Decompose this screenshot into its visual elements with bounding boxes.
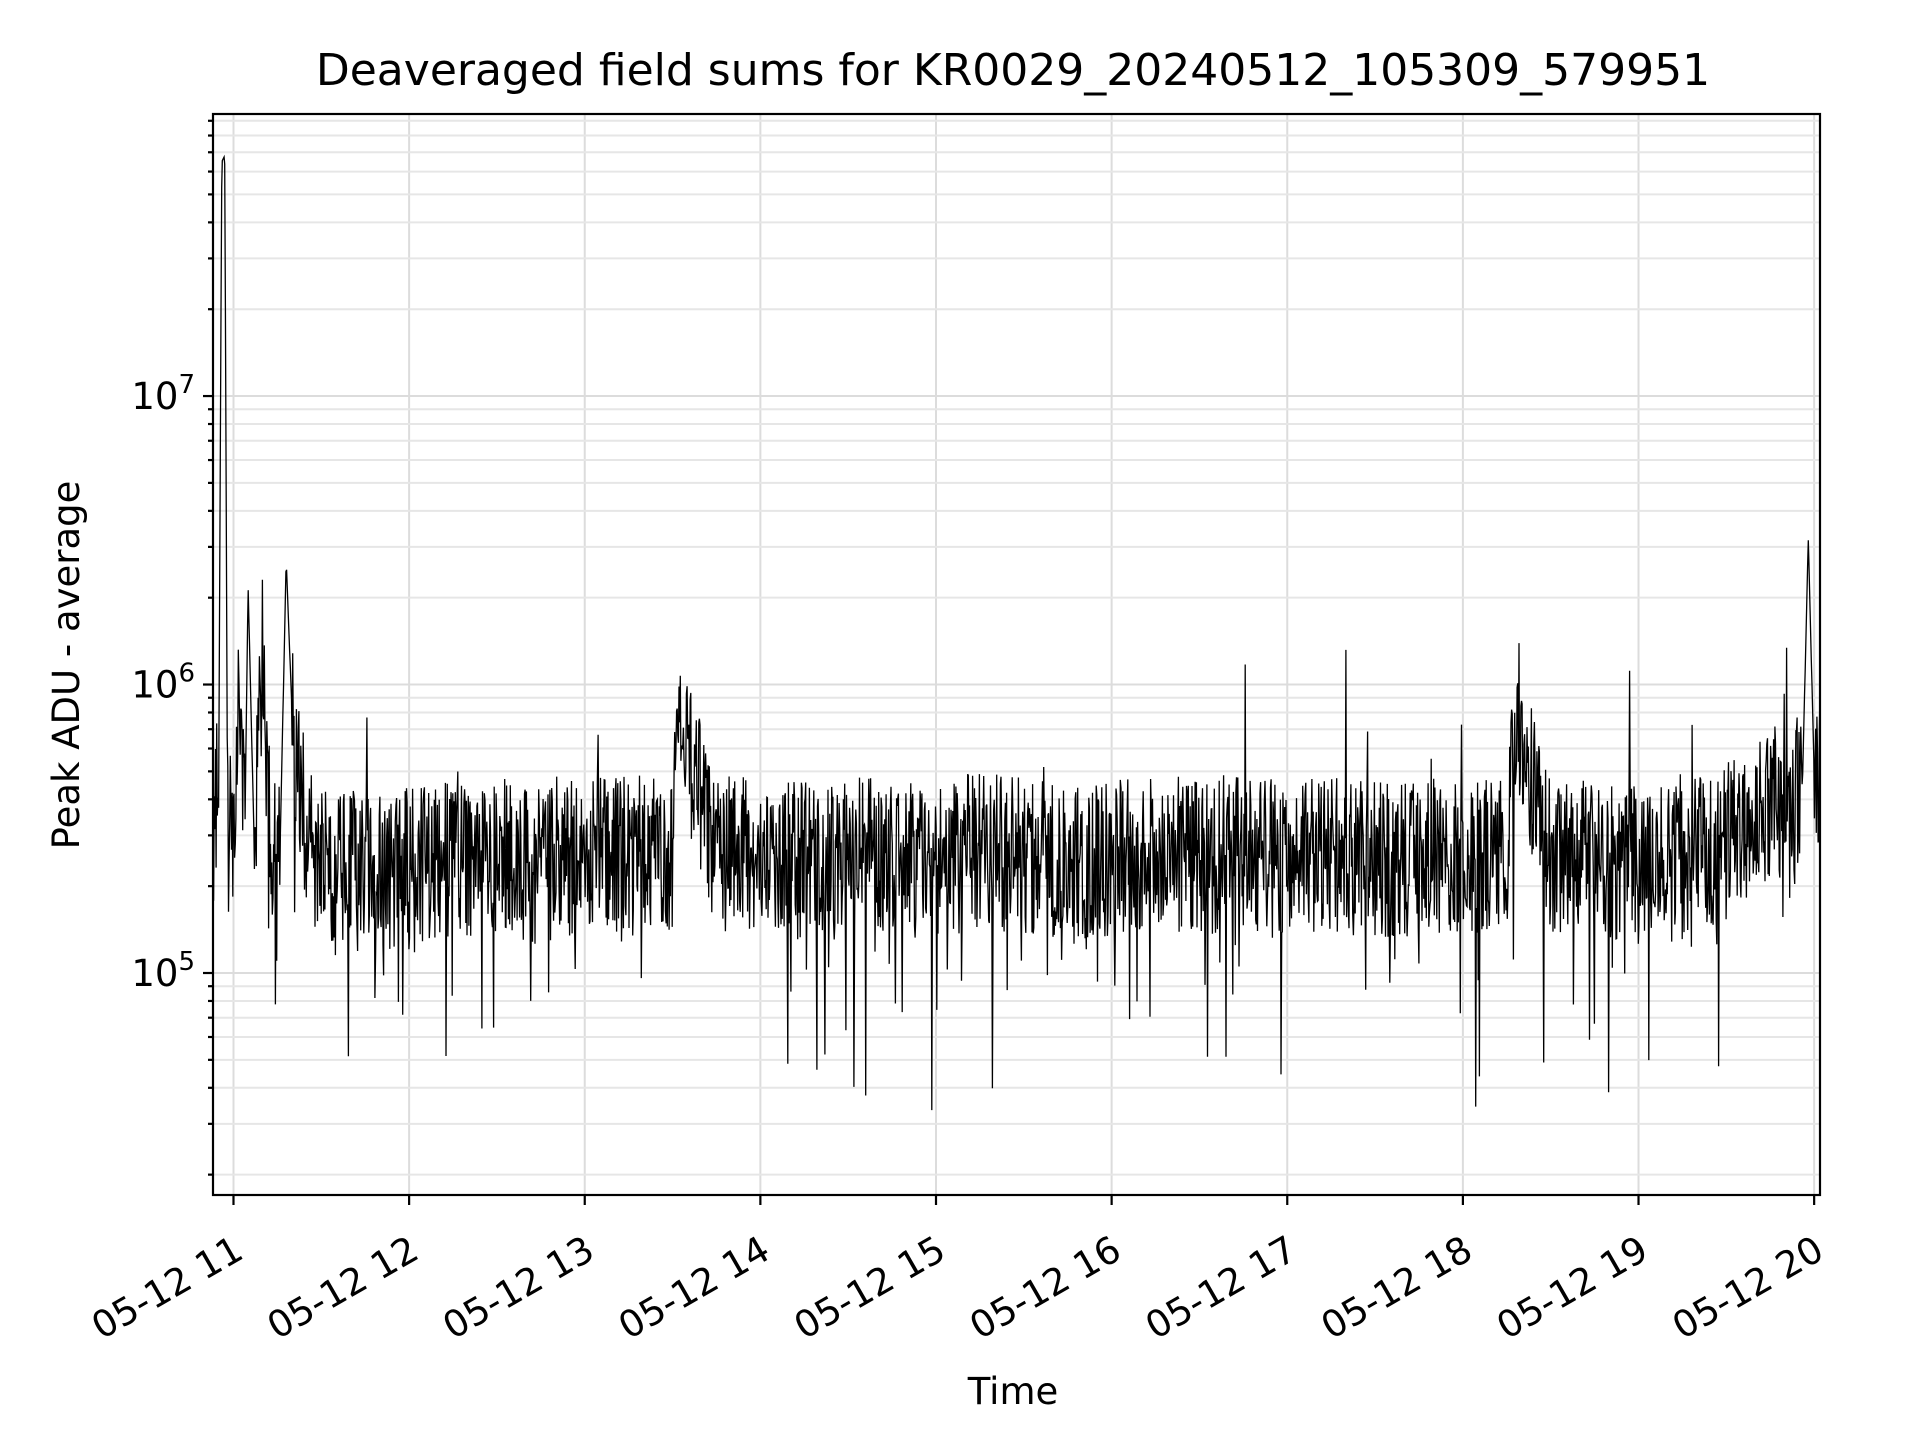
axes-frame [211, 112, 1822, 1197]
y-axis-label: Peak ADU - average [45, 481, 88, 850]
x-tick-label: 05-12 20 [1665, 1228, 1831, 1348]
x-tick-label: 05-12 18 [1314, 1228, 1480, 1348]
x-tick-label: 05-12 16 [963, 1228, 1129, 1348]
y-tick-label: 107 [131, 370, 195, 418]
x-tick-label: 05-12 19 [1489, 1228, 1655, 1348]
chart-title: Deaveraged field sums for KR0029_2024051… [316, 45, 1710, 96]
x-tick-label: 05-12 13 [436, 1228, 602, 1348]
y-tick-label: 105 [131, 947, 195, 995]
grid-lines [213, 114, 1820, 1195]
x-tick-label: 05-12 12 [260, 1228, 426, 1348]
x-axis-label: Time [967, 1370, 1059, 1413]
series-line [212, 154, 1821, 1111]
x-tick-label: 05-12 14 [611, 1228, 777, 1348]
series-layer [212, 154, 1821, 1111]
y-tick-label: 106 [131, 659, 195, 707]
x-tick-label: 05-12 17 [1138, 1228, 1304, 1348]
x-tick-label: 05-12 15 [787, 1228, 953, 1348]
tick-layer: 05-12 11 05-12 12 05-12 13 05-12 14 05-12 15… [84, 119, 1831, 1348]
x-tick-label: 05-12 11 [84, 1228, 250, 1348]
